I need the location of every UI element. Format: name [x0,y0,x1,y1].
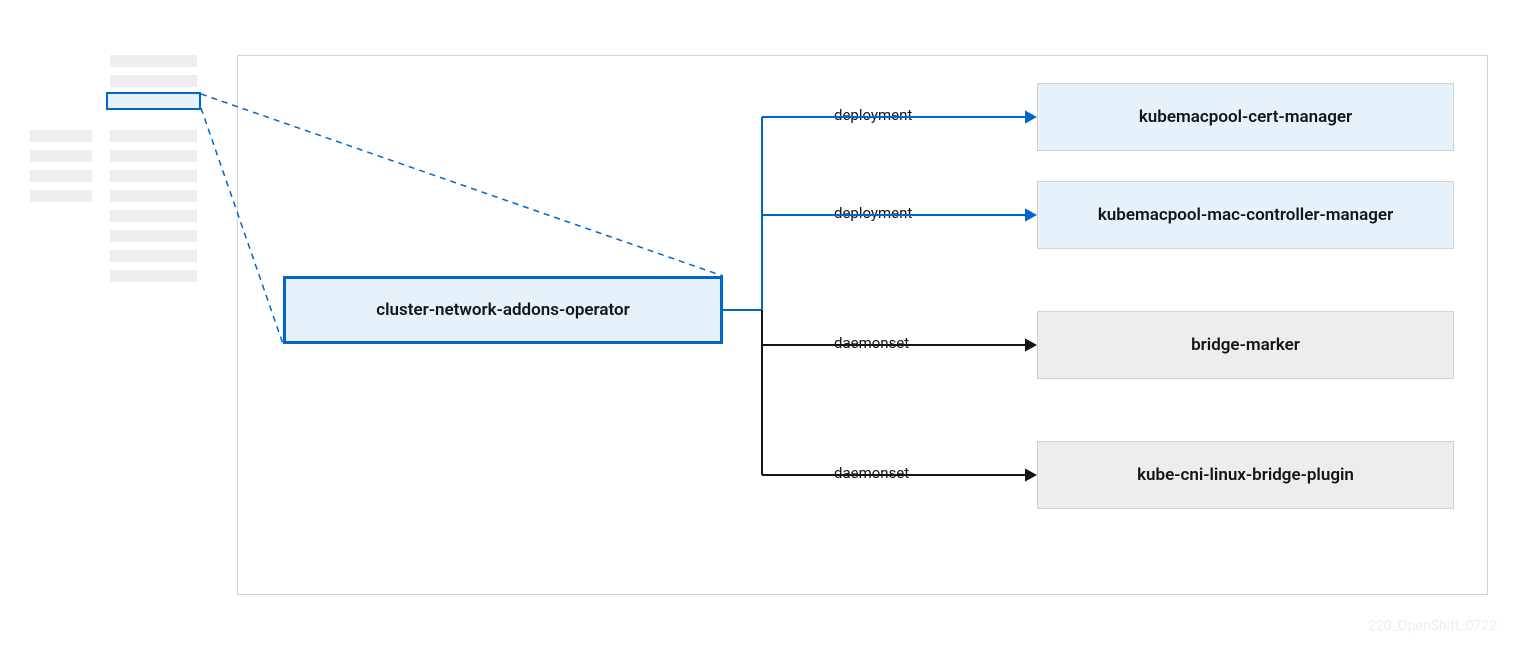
watermark: 220_OpenShift_0722 [1368,618,1497,634]
mini-rect [110,270,197,282]
mini-rect [110,170,197,182]
edge-label-t1: deployment [832,106,914,124]
mini-rect [30,170,92,182]
target-node-label: kubemacpool-cert-manager [1139,107,1352,127]
mini-rect [110,150,197,162]
mini-rect [110,55,197,67]
source-node-label: cluster-network-addons-operator [376,300,629,320]
mini-rect [30,190,92,202]
target-node-t3: bridge-marker [1037,311,1454,379]
target-node-label: kube-cni-linux-bridge-plugin [1137,465,1354,485]
mini-rect [110,230,197,242]
target-node-t4: kube-cni-linux-bridge-plugin [1037,441,1454,509]
target-node-label: bridge-marker [1191,335,1300,355]
mini-rect [110,190,197,202]
edge-label-t2: deployment [832,204,914,222]
target-node-t1: kubemacpool-cert-manager [1037,83,1454,151]
mini-rect-highlighted [106,92,201,110]
target-node-t2: kubemacpool-mac-controller-manager [1037,181,1454,249]
mini-rect [30,150,92,162]
target-node-label: kubemacpool-mac-controller-manager [1098,205,1393,225]
edge-label-t4: daemonset [832,464,911,482]
mini-rect [110,75,197,87]
mini-rect [110,250,197,262]
mini-rect [110,130,197,142]
mini-rect [110,210,197,222]
edge-label-t3: daemonset [832,334,911,352]
source-node-cluster-network-addons-operator: cluster-network-addons-operator [283,276,723,344]
mini-rect [30,130,92,142]
